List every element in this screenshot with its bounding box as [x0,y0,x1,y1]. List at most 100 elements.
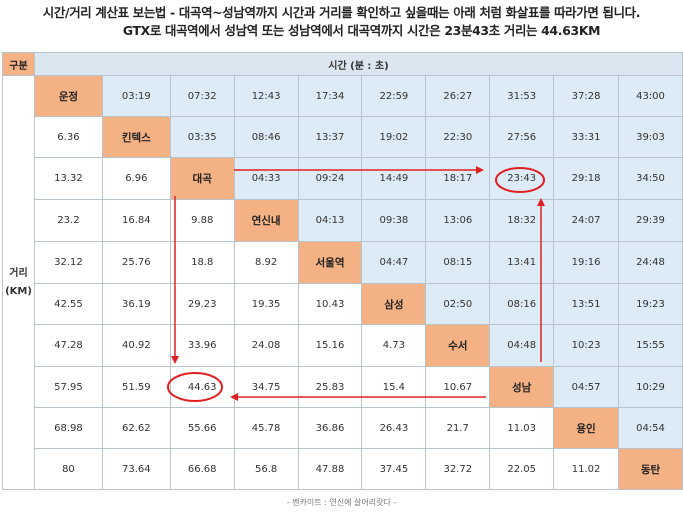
distance-cell: 29.23 [169,283,235,325]
time-cell: 26:27 [425,75,491,117]
distance-cell: 23.2 [33,199,103,242]
distance-cell: 34.75 [233,366,299,408]
time-cell: 34:50 [618,157,683,200]
time-cell: 04:33 [233,157,299,200]
time-cell: 02:50 [425,283,491,325]
distance-cell: 11.03 [489,407,555,449]
station-cell: 성남 [489,366,555,408]
footer-credit: - 벤카이트 : 연신에 살어리랏다 - [286,498,397,507]
time-cell: 18:17 [425,157,491,200]
station-cell: 연신내 [233,199,299,242]
time-distance-table-wrap: 구분 시간 (분 : 초) 거리 (KM) 운정 03:19 07:32 12:43 17:… [2,52,683,490]
distance-cell: 57.95 [33,366,103,408]
time-cell: 13:41 [489,241,555,284]
distance-cell: 25.83 [297,366,363,408]
table-row: 13.32 6.96 대곡 04:33 09:24 14:49 18:17 23:43 29:1… [3,157,683,200]
distance-cell: 55.66 [169,407,235,449]
time-cell: 31:53 [489,75,555,117]
instruction-line-2: GTX로 대곡역에서 성남역 또는 성남역에서 대곡역까지 시간은 23분43초… [122,23,601,38]
distance-cell: 15.4 [361,366,427,408]
distance-cell: 40.92 [101,324,171,367]
time-cell: 18:32 [489,199,555,242]
distance-cell: 6.96 [101,157,171,200]
time-cell: 04:54 [618,407,683,449]
distance-cell: 80 [33,448,103,490]
table-row: 23.2 16.84 9.88 연신내 04:13 09:38 13:06 18:32 24:0… [3,199,683,242]
distance-label-line: 거리 [9,267,28,279]
time-cell: 13:37 [297,116,363,158]
time-cell: 04:13 [297,199,363,242]
distance-cell: 47.88 [297,448,363,490]
time-cell: 13:51 [553,283,619,325]
time-cell: 37:28 [553,75,619,117]
time-cell: 27:56 [489,116,555,158]
time-cell: 24:48 [618,241,683,284]
distance-label-line: (KM) [5,285,32,297]
station-cell: 운정 [33,75,103,117]
instruction-line-1: 시간/거리 계산표 보는법 - 대곡역~성남역까지 시간과 거리를 확인하고 싶… [42,5,641,20]
time-cell: 15:55 [618,324,683,367]
time-cell: 10:29 [618,366,683,408]
distance-cell: 21.7 [425,407,491,449]
time-cell: 04:47 [361,241,427,284]
distance-cell: 68.98 [33,407,103,449]
distance-label: 거리 (KM) [2,75,35,490]
distance-cell: 51.59 [101,366,171,408]
time-cell: 03:19 [101,75,171,117]
time-cell: 13:06 [425,199,491,242]
time-cell: 09:24 [297,157,363,200]
time-cell: 17:34 [297,75,363,117]
distance-cell: 42.55 [33,283,103,325]
distance-cell: 66.68 [169,448,235,490]
time-cell: 08:16 [489,283,555,325]
time-cell: 07:32 [169,75,235,117]
time-distance-table: 구분 시간 (분 : 초) 거리 (KM) 운정 03:19 07:32 12:43 17:… [2,52,683,490]
distance-cell: 8.92 [233,241,299,284]
time-cell: 22:30 [425,116,491,158]
distance-cell: 24.08 [233,324,299,367]
time-cell: 10:23 [553,324,619,367]
table-row: 42.55 36.19 29.23 19.35 10.43 삼성 02:50 08:16 13:… [3,283,683,325]
time-cell: 12:43 [233,75,299,117]
distance-cell: 10.43 [297,283,363,325]
distance-cell: 73.64 [101,448,171,490]
time-cell: 22:59 [361,75,427,117]
distance-cell: 36.86 [297,407,363,449]
time-cell: 04:57 [553,366,619,408]
distance-cell: 32.12 [33,241,103,284]
time-cell: 33:31 [553,116,619,158]
time-cell: 19:16 [553,241,619,284]
table-row: 6.36 킨텍스 03:35 08:46 13:37 19:02 22:30 27:56 33:… [3,116,683,158]
time-cell: 04:48 [489,324,555,367]
distance-cell: 18.8 [169,241,235,284]
distance-cell: 32.72 [425,448,491,490]
distance-cell: 26.43 [361,407,427,449]
corner-label: 구분 [2,52,35,76]
station-cell: 서울역 [297,241,363,284]
time-cell: 29:39 [618,199,683,242]
distance-cell: 11.02 [553,448,619,490]
distance-cell: 19.35 [233,283,299,325]
time-cell: 09:38 [361,199,427,242]
distance-cell: 45.78 [233,407,299,449]
distance-cell: 22.05 [489,448,555,490]
distance-cell: 56.8 [233,448,299,490]
station-cell: 삼성 [361,283,427,325]
distance-cell: 13.32 [33,157,103,200]
distance-cell: 10.67 [425,366,491,408]
table-row: 57.95 51.59 44.63 34.75 25.83 15.4 10.67 성남 04:5… [3,366,683,408]
time-cell: 39:03 [618,116,683,158]
time-cell: 29:18 [553,157,619,200]
distance-cell: 44.63 [169,366,235,408]
distance-cell: 37.45 [361,448,427,490]
time-cell: 43:00 [618,75,683,117]
distance-cell: 62.62 [101,407,171,449]
table-row: 68.98 62.62 55.66 45.78 36.86 26.43 21.7 11.03 용… [3,407,683,449]
distance-cell: 47.28 [33,324,103,367]
table-header-row: 구분 시간 (분 : 초) [2,52,683,76]
table-row: 거리 (KM) 운정 03:19 07:32 12:43 17:34 22:59 26:27 31… [2,75,683,490]
time-cell: 19:02 [361,116,427,158]
table-row: 47.28 40.92 33.96 24.08 15.16 4.73 수서 04:48 10:2… [3,324,683,367]
table-row: 32.12 25.76 18.8 8.92 서울역 04:47 08:15 13:41 19:1… [3,241,683,284]
distance-cell: 25.76 [101,241,171,284]
